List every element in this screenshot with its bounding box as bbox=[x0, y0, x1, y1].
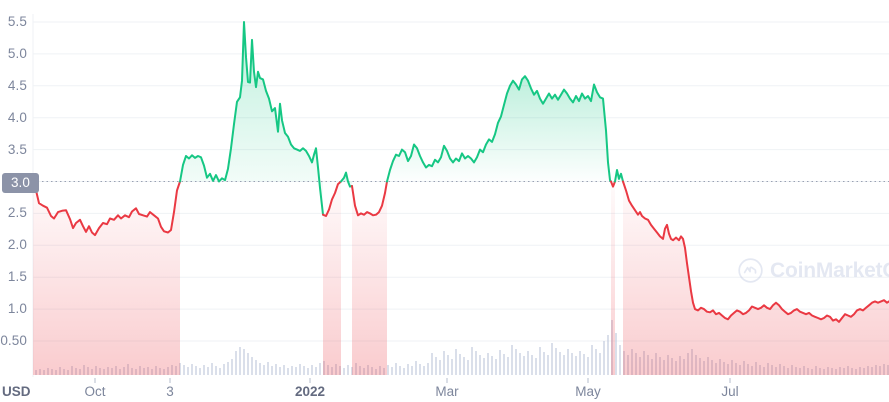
y-axis-tick-3-5: 3.5 bbox=[7, 141, 27, 157]
x-axis-tick-2022: 2022 bbox=[294, 384, 326, 399]
axis-ticks bbox=[94, 378, 731, 383]
y-axis-tick-1-5: 1.5 bbox=[7, 269, 27, 285]
y-axis-tick-2-0: 2.0 bbox=[7, 237, 27, 253]
x-axis-tick-3: 3 bbox=[166, 384, 174, 399]
x-axis-tick-may: May bbox=[575, 384, 601, 399]
y-axis-tick-5-5: 5.5 bbox=[7, 14, 27, 29]
x-axis-tick-oct: Oct bbox=[84, 384, 106, 399]
y-axis-unit-label: USD bbox=[2, 384, 31, 399]
x-axis-tick-jul: Jul bbox=[721, 384, 739, 399]
y-axis-tick-1-0: 1.0 bbox=[7, 301, 27, 317]
price-lines bbox=[32, 21, 889, 323]
y-axis-tick-2-5: 2.5 bbox=[7, 205, 27, 221]
y-axis-tick-4-0: 4.0 bbox=[7, 109, 27, 125]
y-axis-tick-5-0: 5.0 bbox=[7, 45, 27, 61]
price-areas bbox=[33, 22, 889, 375]
y-axis-tick-3-0: 3.0 bbox=[2, 172, 39, 193]
y-axis-tick-0-50: 0.50 bbox=[0, 333, 27, 348]
y-axis-tick-4-5: 4.5 bbox=[7, 77, 27, 93]
x-axis-tick-mar: Mar bbox=[435, 384, 459, 399]
